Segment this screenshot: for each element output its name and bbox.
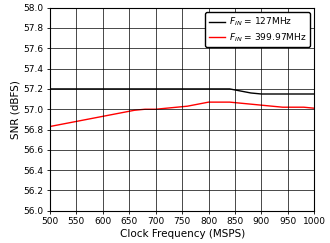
Y-axis label: SNR (dBFS): SNR (dBFS): [11, 80, 21, 139]
X-axis label: Clock Frequency (MSPS): Clock Frequency (MSPS): [119, 229, 245, 239]
Legend: $F_{IN}$ = 127MHz, $F_{IN}$ = 399.97MHz: $F_{IN}$ = 127MHz, $F_{IN}$ = 399.97MHz: [205, 12, 310, 47]
